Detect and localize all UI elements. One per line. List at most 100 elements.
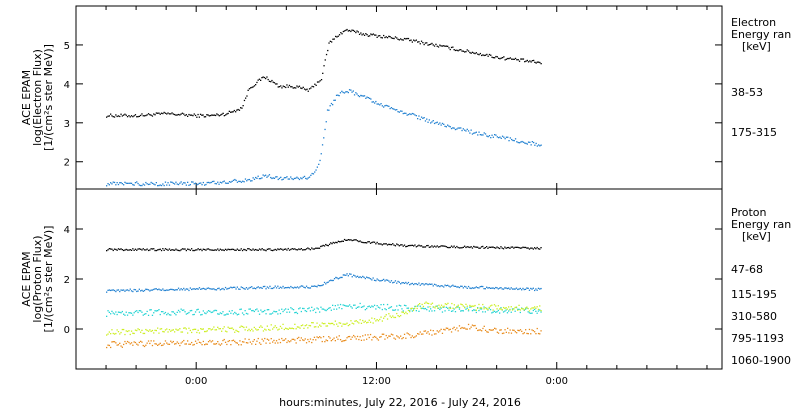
data-point — [320, 153, 322, 155]
data-point — [300, 325, 302, 327]
data-point — [160, 249, 163, 252]
data-point — [540, 144, 542, 146]
data-point — [249, 308, 251, 310]
data-point — [303, 88, 306, 90]
data-point — [117, 248, 120, 250]
data-point — [448, 125, 450, 127]
data-point — [321, 308, 323, 310]
data-point — [207, 114, 209, 116]
data-point — [164, 248, 167, 250]
data-point — [479, 52, 481, 55]
data-point — [417, 283, 419, 286]
data-point — [353, 304, 355, 306]
data-point — [524, 142, 526, 144]
data-point — [445, 126, 447, 128]
data-point — [441, 122, 444, 125]
data-point — [138, 310, 140, 312]
data-point — [413, 308, 415, 310]
data-point — [123, 313, 125, 315]
data-point — [347, 91, 349, 94]
data-point — [471, 287, 474, 289]
data-point — [439, 306, 441, 308]
data-point — [149, 249, 151, 251]
data-point — [256, 81, 258, 84]
data-point — [388, 307, 390, 309]
data-point — [526, 332, 528, 335]
data-point — [213, 249, 215, 251]
data-point — [477, 307, 479, 309]
data-point — [464, 51, 466, 53]
data-point — [521, 140, 523, 143]
data-point — [238, 109, 241, 111]
data-point — [320, 325, 322, 327]
data-point — [394, 316, 397, 319]
data-point — [268, 309, 270, 311]
data-point — [175, 314, 177, 316]
data-point — [345, 274, 347, 276]
data-point — [177, 287, 180, 289]
data-point — [337, 338, 339, 340]
data-point — [325, 243, 327, 246]
data-point — [119, 248, 121, 251]
data-point — [108, 248, 110, 250]
data-point — [120, 182, 122, 184]
data-point — [204, 116, 207, 118]
data-point — [158, 184, 160, 187]
data-point — [246, 180, 248, 182]
data-point — [217, 341, 219, 343]
data-point — [221, 113, 223, 115]
data-point — [371, 101, 373, 103]
data-point — [291, 286, 293, 289]
data-point — [276, 83, 278, 85]
data-point — [392, 315, 394, 317]
data-point — [230, 286, 232, 288]
data-point — [360, 276, 363, 279]
data-point — [470, 52, 472, 54]
data-point — [362, 95, 364, 97]
data-point — [373, 304, 376, 306]
data-point — [411, 282, 413, 285]
data-point — [230, 344, 232, 346]
data-point — [196, 116, 198, 118]
data-point — [247, 89, 249, 91]
data-point — [522, 246, 524, 248]
data-point — [535, 62, 537, 64]
data-point — [502, 311, 505, 313]
data-point — [223, 115, 225, 117]
data-point — [202, 248, 204, 250]
data-point — [278, 338, 280, 341]
data-point — [420, 333, 423, 335]
chart-marks — [76, 6, 722, 369]
data-point — [318, 81, 320, 83]
data-point — [324, 128, 326, 131]
data-point — [407, 333, 410, 335]
data-point — [517, 308, 519, 310]
data-point — [349, 304, 351, 306]
data-point — [197, 248, 199, 250]
data-point — [338, 34, 341, 36]
data-point — [323, 137, 325, 139]
data-point — [291, 248, 293, 250]
data-point — [474, 132, 476, 134]
data-point — [145, 313, 147, 315]
data-point — [227, 340, 229, 343]
data-point — [129, 288, 131, 290]
data-point — [420, 116, 423, 118]
data-point — [495, 247, 497, 249]
data-point — [501, 332, 504, 335]
data-point — [128, 290, 130, 292]
data-point — [428, 302, 430, 305]
data-point — [268, 339, 270, 341]
data-point — [409, 310, 411, 312]
data-point — [261, 311, 263, 313]
data-point — [449, 286, 451, 288]
data-point — [383, 317, 385, 319]
data-point — [162, 344, 164, 346]
data-point — [483, 306, 485, 308]
data-point — [202, 181, 204, 184]
data-point — [510, 287, 512, 289]
data-point — [248, 287, 250, 289]
data-point — [527, 247, 529, 249]
data-point — [218, 343, 220, 345]
data-point — [176, 341, 178, 343]
